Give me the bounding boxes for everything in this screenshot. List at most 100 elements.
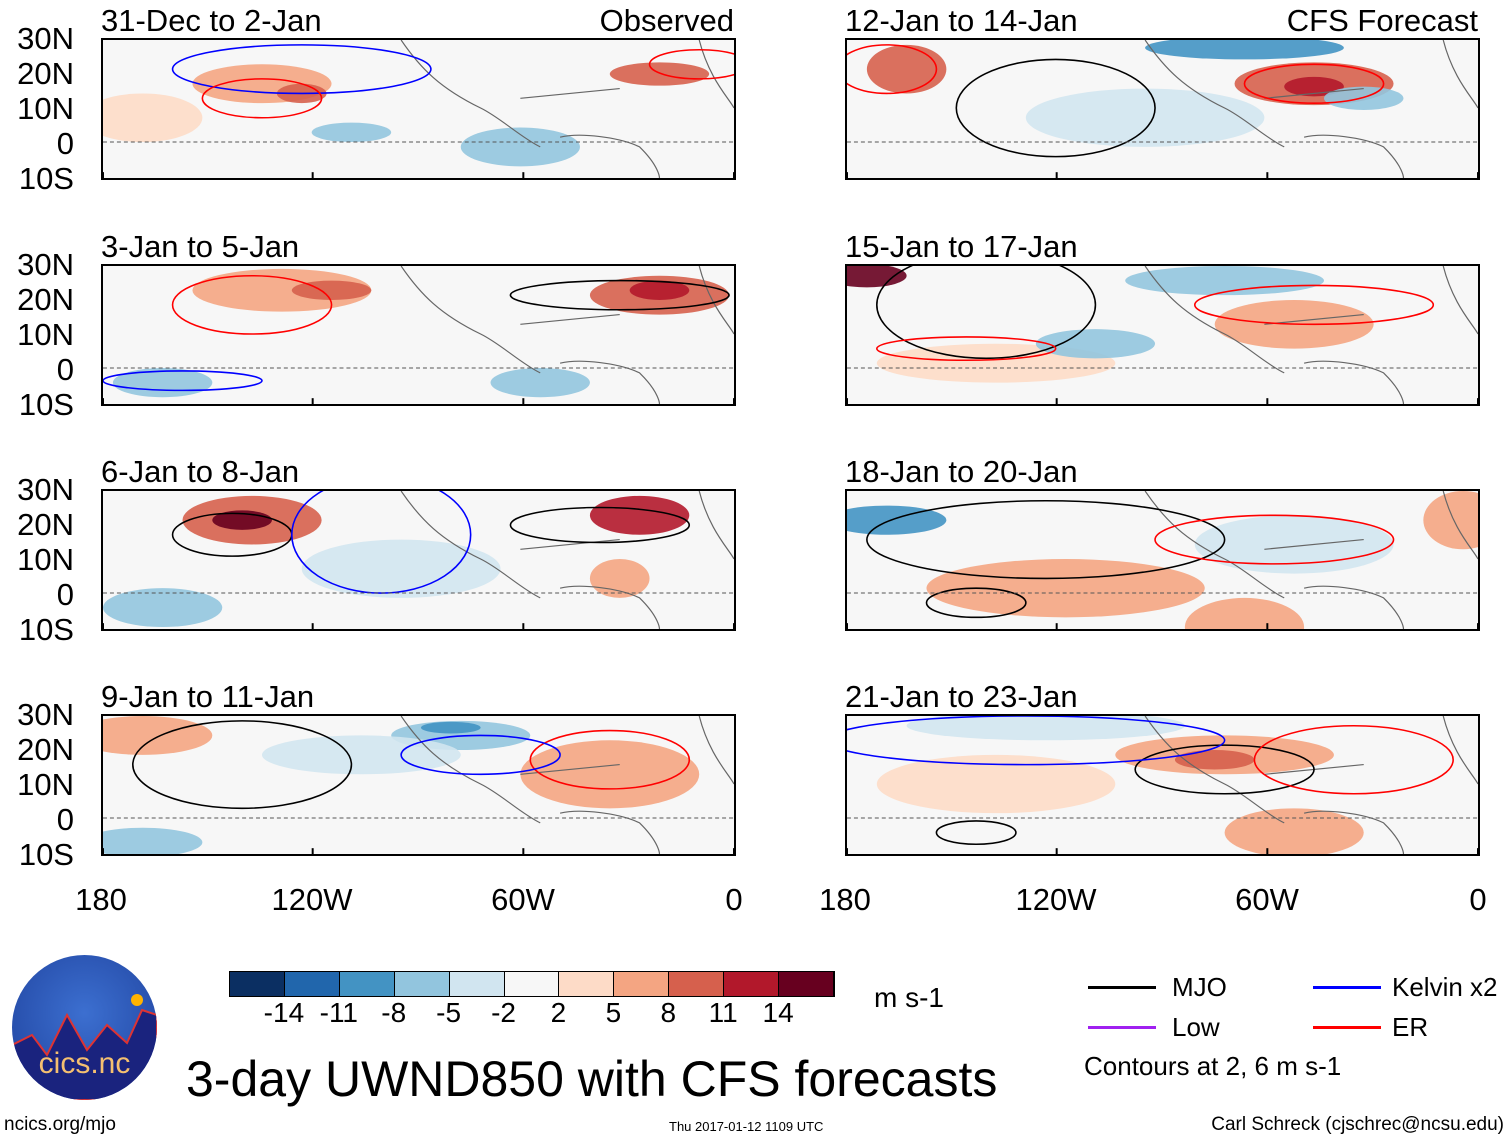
map-panel [845,38,1480,180]
wind-anomaly-shading [1174,750,1255,770]
footer-author: Carl Schreck (cjschrec@ncsu.edu) [1211,1114,1504,1135]
wind-anomaly-shading [490,368,590,398]
lat-label: 10S [18,387,74,422]
lat-label: 0 [56,126,74,161]
lat-label: 10N [17,91,74,126]
contour-note: Contours at 2, 6 m s-1 [1084,1051,1342,1081]
contour-line [1154,514,1395,565]
colorbar-label: -14 [263,997,305,1028]
map-panel [845,489,1480,631]
wind-anomaly-shading [1184,597,1305,629]
colorbar-bin [614,972,670,996]
lat-label: 20N [17,56,74,91]
contour-line [509,506,691,544]
map-panel [845,264,1480,406]
legend-label-er: ER [1392,1012,1429,1042]
contour-line [847,44,938,95]
footer-timestamp: Thu 2017-01-12 1109 UTC [669,1119,824,1134]
lat-label: 30N [17,21,74,56]
colorbar [229,971,835,997]
contour-line [876,336,1057,362]
colorbar-label: -8 [381,997,407,1028]
contour-line [935,820,1017,846]
lon-label: 120W [271,882,353,917]
wind-anomaly-shading [1125,266,1324,296]
lat-label: 20N [17,282,74,317]
contour-line [847,716,1226,766]
wind-anomaly-shading [847,266,907,288]
colorbar-label: -11 [319,997,359,1028]
wind-anomaly-shading [906,716,1185,741]
footer-url: ncics.org/mjo [4,1114,116,1135]
map-panel [101,264,736,406]
contour-line [400,734,561,776]
wind-anomaly-shading [1323,86,1404,110]
wind-anomaly-shading [609,62,710,86]
colorbar-bin [230,972,285,996]
figure-title: 3-day UWND850 with CFS forecasts [186,1051,998,1107]
colorbar-bin [449,972,505,996]
cics-logo: cics.nc [12,955,157,1100]
lon-label: 60W [491,882,555,917]
legend-line-kelvin [1313,986,1381,989]
contour-line [509,279,730,311]
colorbar-bin [669,972,725,996]
lat-label: 10N [17,767,74,802]
panel-title: 9-Jan to 11-Jan [101,679,315,714]
contour-line [925,587,1027,619]
panel-title: 31-Dec to 2-Jan [101,3,322,38]
legend-label-mjo: MJO [1172,972,1227,1002]
lon-label: 0 [725,882,743,917]
coastline [400,266,734,404]
panel-source-label: CFS Forecast [1286,3,1478,38]
colorbar-label: -5 [436,997,462,1028]
colorbar-label: 8 [660,997,677,1028]
wind-anomaly-shading [1145,40,1344,60]
map-panel [101,714,736,856]
lon-label: 120W [1015,882,1097,917]
contour-line [1243,63,1385,104]
lon-label: 180 [75,882,127,917]
panel-title: 12-Jan to 14-Jan [845,3,1078,38]
lat-label: 30N [17,697,74,732]
wind-anomaly-shading [420,721,481,734]
wind-anomaly-shading [103,93,203,143]
colorbar-label: 5 [605,997,622,1028]
wind-anomaly-shading [460,127,580,167]
wind-anomaly-shading [103,827,203,854]
colorbar-units: m s-1 [874,982,944,1013]
contour-line [866,499,1226,580]
map-panel [101,489,736,631]
contour-line [1194,284,1435,326]
colorbar-bin [724,972,780,996]
panel-title: 21-Jan to 23-Jan [845,679,1078,714]
map-panel [845,714,1480,856]
lat-label: 30N [17,472,74,507]
lat-label: 20N [17,507,74,542]
colorbar-bin [284,972,340,996]
panel-title: 3-Jan to 5-Jan [101,229,300,264]
colorbar-label: 11 [708,997,738,1028]
wind-anomaly-shading [1035,329,1156,359]
panel-title: 6-Jan to 8-Jan [101,454,300,489]
contour-line [648,48,734,80]
coastline [400,716,734,854]
legend-line-er [1313,1026,1381,1029]
wind-anomaly-shading [1025,88,1265,147]
wind-anomaly-shading [629,280,690,301]
lon-label: 0 [1469,882,1487,917]
contour-line [171,274,333,335]
wind-anomaly-shading [847,505,947,535]
coastline [400,491,734,629]
legend-line-low [1088,1026,1156,1029]
coastline [1144,716,1478,854]
logo-text: cics.nc [38,1047,131,1080]
wind-anomaly-shading [876,754,1116,814]
wind-anomaly-shading [1423,491,1478,550]
lat-label: 10S [18,837,74,872]
contour-line [132,720,353,810]
panel-title: 15-Jan to 17-Jan [845,229,1078,264]
wind-anomaly-shading [589,559,650,598]
wind-anomaly-shading [261,735,461,775]
wind-anomaly-shading [1224,808,1364,854]
